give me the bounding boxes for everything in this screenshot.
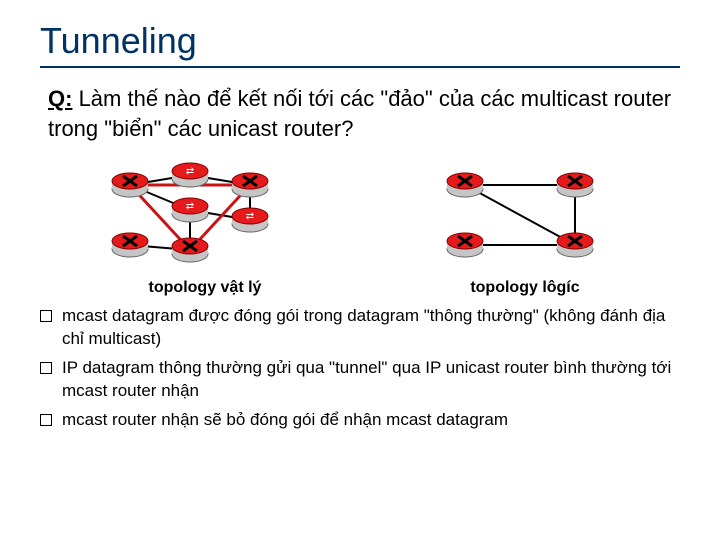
physical-topology-svg: ⇄ ⇄ ⇄ xyxy=(95,155,315,275)
svg-text:⇄: ⇄ xyxy=(186,201,194,212)
diagrams-row: ⇄ ⇄ ⇄ topology vật lý topology lôgíc xyxy=(40,155,680,297)
bullet-list: mcast datagram được đóng gói trong datag… xyxy=(40,305,680,432)
physical-topology-label: topology vật lý xyxy=(149,279,262,297)
bullet-text: mcast router nhận sẽ bỏ đóng gói để nhận… xyxy=(62,409,680,432)
mcast-router-icon xyxy=(557,233,593,257)
logical-topology-svg xyxy=(425,155,625,275)
bullet-item: IP datagram thông thường gửi qua "tunnel… xyxy=(40,357,680,403)
bullet-marker-icon xyxy=(40,362,52,374)
mcast-router-icon xyxy=(112,173,148,197)
unicast-router-icon: ⇄ xyxy=(172,163,208,187)
topology-edge xyxy=(465,185,575,245)
bullet-text: mcast datagram được đóng gói trong datag… xyxy=(62,305,680,351)
question-text: Q: Làm thế nào để kết nối tới các "đảo" … xyxy=(40,84,680,143)
bullet-text: IP datagram thông thường gửi qua "tunnel… xyxy=(62,357,680,403)
logical-topology-diagram: topology lôgíc xyxy=(425,155,625,297)
bullet-marker-icon xyxy=(40,310,52,322)
mcast-router-icon xyxy=(447,233,483,257)
physical-topology-diagram: ⇄ ⇄ ⇄ topology vật lý xyxy=(95,155,315,297)
question-body: Làm thế nào để kết nối tới các "đảo" của… xyxy=(48,86,671,141)
bullet-item: mcast router nhận sẽ bỏ đóng gói để nhận… xyxy=(40,409,680,432)
svg-text:⇄: ⇄ xyxy=(246,211,254,222)
bullet-marker-icon xyxy=(40,414,52,426)
svg-text:⇄: ⇄ xyxy=(186,166,194,177)
unicast-router-icon: ⇄ xyxy=(172,198,208,222)
mcast-router-icon xyxy=(172,238,208,262)
unicast-router-icon: ⇄ xyxy=(232,208,268,232)
bullet-item: mcast datagram được đóng gói trong datag… xyxy=(40,305,680,351)
logical-topology-label: topology lôgíc xyxy=(470,279,579,297)
mcast-router-icon xyxy=(232,173,268,197)
mcast-router-icon xyxy=(112,233,148,257)
slide-title: Tunneling xyxy=(40,20,680,68)
mcast-router-icon xyxy=(557,173,593,197)
mcast-router-icon xyxy=(447,173,483,197)
question-prefix: Q: xyxy=(48,86,72,111)
